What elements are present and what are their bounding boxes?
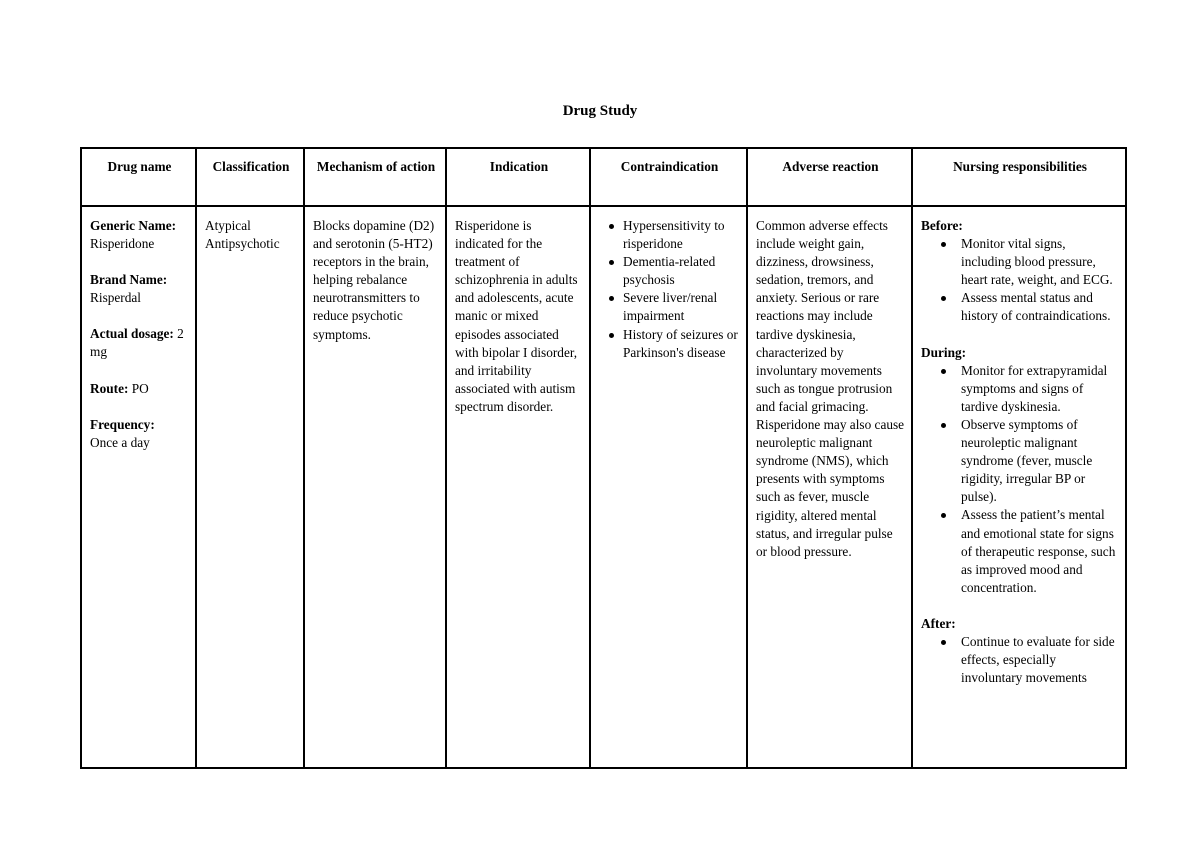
drug-study-table: Drug name Classification Mechanism of ac… bbox=[80, 147, 1127, 769]
generic-label: Generic Name: bbox=[90, 218, 177, 233]
header-contraindication: Contraindication bbox=[589, 147, 748, 207]
dosage-value: 2 mg bbox=[90, 326, 184, 360]
list-item: Assess mental status and history of cont… bbox=[941, 289, 1119, 325]
after-label: After: bbox=[921, 615, 956, 631]
list-item: Hypersensitivity to risperidone bbox=[609, 217, 740, 253]
during-label: During: bbox=[921, 344, 967, 360]
table-row: Generic Name: Risperidone Brand Name: Ri… bbox=[80, 205, 1127, 769]
list-item: Severe liver/renal impairment bbox=[609, 289, 740, 325]
header-row: Drug name Classification Mechanism of ac… bbox=[80, 147, 1127, 207]
header-drug-name: Drug name bbox=[80, 147, 197, 207]
brand-value: Risperdal bbox=[90, 290, 141, 306]
route-value: PO bbox=[131, 380, 149, 396]
document-title: Drug Study bbox=[562, 103, 638, 119]
header-mechanism: Mechanism of action bbox=[303, 147, 447, 207]
list-item: Monitor vital signs, including blood pre… bbox=[941, 235, 1119, 289]
generic-value: Risperidone bbox=[90, 236, 155, 252]
header-indication: Indication bbox=[445, 147, 591, 207]
mechanism-cell: Blocks dopamine (D2) and serotonin (5-HT… bbox=[303, 205, 447, 769]
list-item: Monitor for extrapyramidal symptoms and … bbox=[941, 362, 1119, 416]
nursing-cell: Before: Monitor vital signs, including b… bbox=[911, 205, 1127, 769]
list-item: Continue to evaluate for side effects, e… bbox=[941, 633, 1119, 687]
dosage-label: Actual dosage: bbox=[90, 326, 174, 342]
classification-cell: Atypical Antipsychotic bbox=[195, 205, 305, 769]
header-adverse-reaction: Adverse reaction bbox=[746, 147, 913, 207]
list-item: Observe symptoms of neuroleptic malignan… bbox=[941, 416, 1119, 506]
header-nursing: Nursing responsibilities bbox=[911, 147, 1127, 207]
list-item: Assess the patient’s mental and emotiona… bbox=[941, 506, 1119, 596]
list-item: History of seizures or Parkinson's disea… bbox=[609, 326, 740, 362]
brand-label: Brand Name: bbox=[90, 272, 168, 288]
contraindication-cell: Hypersensitivity to risperidone Dementia… bbox=[589, 205, 748, 769]
adverse-reaction-cell: Common adverse effects include weight ga… bbox=[746, 205, 913, 769]
frequency-value: Once a day bbox=[90, 434, 150, 450]
drug-name-cell: Generic Name: Risperidone Brand Name: Ri… bbox=[80, 205, 197, 769]
route-label: Route: bbox=[90, 380, 129, 396]
frequency-label: Frequency: bbox=[90, 416, 155, 432]
before-label: Before: bbox=[921, 218, 963, 233]
header-classification: Classification bbox=[195, 147, 305, 207]
list-item: Dementia-related psychosis bbox=[609, 253, 740, 289]
indication-cell: Risperidone is indicated for the treatme… bbox=[445, 205, 591, 769]
